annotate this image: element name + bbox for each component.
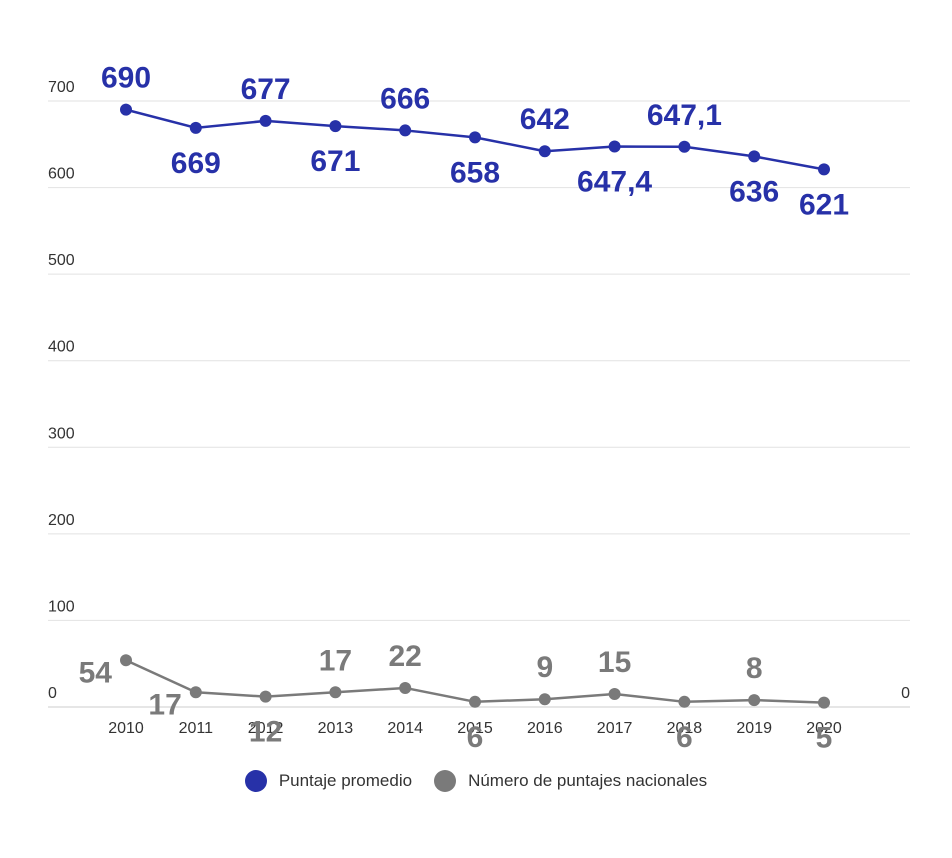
data-point [678, 140, 691, 153]
series-group [120, 103, 830, 709]
y-right-tick-label: 0 [901, 685, 910, 702]
data-label: 671 [310, 145, 360, 178]
data-label: 17 [148, 688, 181, 721]
x-axis-ticks: 2010 2011 2012 2013 2014 2015 2016 2017 2018 2019… [108, 720, 842, 737]
legend: Puntaje promedio Número de puntajes naci… [0, 770, 952, 792]
gridlines [48, 100, 910, 708]
data-point [120, 103, 132, 116]
legend-swatch-puntaje-promedio [244, 770, 267, 792]
data-point [259, 114, 272, 127]
y-tick-label: 500 [48, 252, 75, 269]
data-point [469, 131, 481, 144]
y-tick-label: 400 [48, 339, 75, 356]
data-label: 12 [249, 716, 282, 749]
data-point [748, 694, 761, 707]
y-tick-label: 600 [48, 166, 75, 183]
data-label: 669 [171, 147, 221, 180]
y-tick-label: 100 [48, 598, 75, 615]
legend-label-numero-puntajes: Número de puntajes nacionales [468, 771, 708, 790]
x-tick-label: 2010 [108, 720, 144, 737]
data-point [608, 140, 621, 153]
data-label: 22 [389, 640, 422, 673]
data-label: 5 [816, 722, 833, 755]
data-label: 677 [241, 73, 291, 106]
data-label: 8 [746, 652, 763, 685]
x-tick-label: 2016 [527, 720, 563, 737]
data-label: 647,4 [577, 166, 652, 199]
data-point [329, 686, 342, 699]
x-tick-label: 2017 [597, 720, 633, 737]
data-label: 658 [450, 156, 500, 189]
data-point [538, 145, 551, 158]
legend-label-puntaje-promedio: Puntaje promedio [278, 771, 413, 790]
y-tick-label: 0 [48, 685, 57, 702]
y-tick-label: 200 [48, 512, 75, 529]
y-axis-ticks: 700 600 500 400 300 200 100 0 0 [48, 79, 910, 702]
y-tick-label: 700 [48, 79, 75, 96]
data-label: 642 [520, 103, 570, 136]
x-tick-label: 2015 [457, 720, 493, 737]
data-label: 6 [467, 721, 484, 754]
data-label: 666 [380, 82, 430, 115]
data-point [329, 120, 342, 133]
data-point [818, 696, 830, 709]
data-label: 17 [319, 644, 352, 677]
data-point [120, 654, 132, 667]
legend-item-puntaje-promedio[interactable]: Puntaje promedio [244, 770, 413, 792]
line-chart: 700 600 500 400 300 200 100 0 0 2010 2011 2012 2013… [48, 62, 910, 755]
data-label: 647,1 [647, 99, 722, 132]
data-point [259, 690, 272, 703]
x-tick-label: 2012 [248, 720, 284, 737]
data-label: 636 [729, 175, 779, 208]
data-point [399, 124, 412, 137]
x-tick-label: 2018 [667, 720, 703, 737]
x-tick-label: 2013 [318, 720, 354, 737]
data-label: 54 [79, 656, 113, 689]
x-tick-label: 2014 [387, 720, 423, 737]
x-tick-label: 2020 [806, 720, 842, 737]
y-tick-label: 300 [48, 425, 75, 442]
data-point [538, 693, 551, 706]
data-label: 6 [676, 721, 693, 754]
legend-item-numero-puntajes[interactable]: Número de puntajes nacionales [434, 770, 707, 792]
data-point [399, 681, 412, 694]
x-tick-label: 2011 [179, 720, 214, 737]
data-point [818, 163, 830, 176]
data-label: 621 [799, 188, 849, 221]
data-point [469, 695, 481, 708]
data-label: 9 [536, 651, 553, 684]
data-label: 15 [598, 646, 631, 679]
legend-swatch-numero-puntajes [434, 770, 457, 792]
x-tick-label: 2019 [736, 720, 772, 737]
data-point [608, 688, 621, 701]
data-point [189, 121, 202, 134]
data-point [678, 695, 691, 708]
data-point [748, 150, 761, 163]
data-point [189, 686, 202, 699]
data-label: 690 [101, 62, 151, 95]
